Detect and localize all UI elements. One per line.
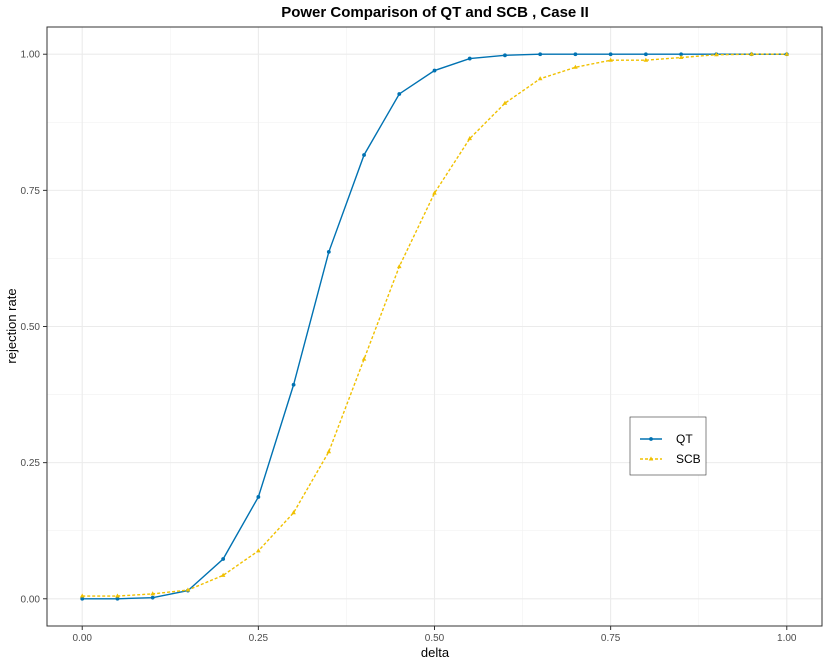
point [573, 52, 578, 57]
point [115, 593, 120, 598]
point [326, 449, 332, 454]
point [608, 57, 613, 62]
point [538, 52, 543, 57]
point [537, 76, 543, 81]
point [432, 190, 437, 195]
legend-marker [649, 437, 653, 441]
point [256, 548, 261, 553]
point [502, 100, 508, 105]
plot-border [46, 26, 823, 627]
point [221, 557, 226, 561]
point [749, 51, 754, 56]
point [432, 68, 437, 73]
x-tick-label: 0.75 [601, 633, 621, 644]
legend-marker [648, 456, 654, 461]
point [220, 572, 226, 577]
point [80, 596, 85, 601]
x-axis-label: delta [421, 645, 450, 660]
point [679, 52, 683, 57]
point [79, 593, 85, 598]
point [361, 356, 367, 361]
point [643, 52, 648, 57]
legend-label: SCB [676, 452, 701, 466]
point [396, 264, 402, 269]
y-tick-label: 0.75 [21, 186, 41, 197]
x-tick-label: 1.00 [777, 633, 797, 644]
legend-label: QT [676, 432, 693, 446]
point [115, 596, 120, 601]
point [467, 136, 473, 141]
point [573, 64, 578, 69]
point [643, 57, 649, 62]
y-tick-label: 0.00 [21, 594, 41, 605]
legend-box [629, 416, 707, 476]
point [678, 54, 684, 59]
chart-title: Power Comparison of QT and SCB , Case II [281, 4, 589, 21]
point [150, 595, 155, 600]
point [503, 53, 507, 58]
point [185, 587, 191, 592]
x-tick-label: 0.25 [249, 633, 269, 644]
y-axis-label: rejection rate [4, 288, 19, 363]
point [326, 249, 331, 254]
point [467, 56, 472, 61]
point [291, 382, 296, 387]
x-tick-label: 0.00 [72, 633, 92, 644]
y-tick-label: 1.00 [21, 50, 41, 61]
point [608, 52, 613, 57]
point [397, 92, 402, 96]
y-tick-label: 0.25 [21, 458, 41, 469]
point [784, 51, 790, 56]
point [362, 153, 366, 157]
point [291, 510, 296, 515]
y-tick-label: 0.50 [21, 322, 41, 333]
point [150, 591, 155, 596]
x-tick-label: 0.50 [425, 633, 445, 644]
point [256, 495, 261, 499]
point [714, 52, 719, 57]
